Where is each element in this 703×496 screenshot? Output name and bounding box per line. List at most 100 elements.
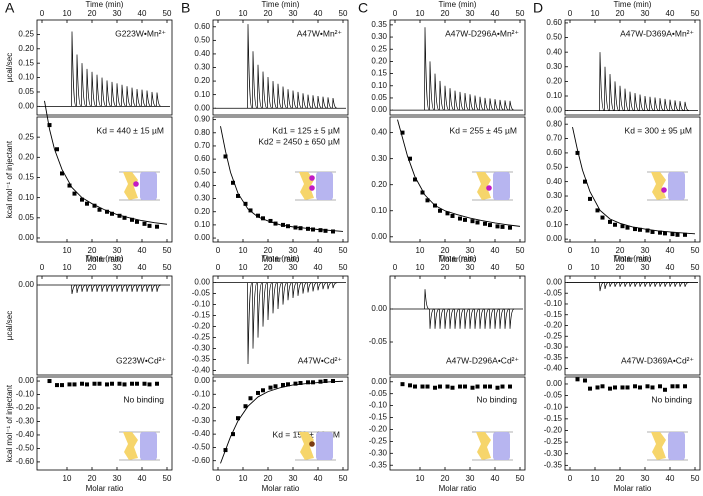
data-point: [500, 384, 505, 389]
injection-peak: [116, 83, 122, 107]
protein-blue: [493, 172, 510, 200]
data-point: [311, 227, 315, 232]
data-point: [306, 380, 310, 385]
x-tick-label: 50: [691, 246, 700, 255]
injection-peak: [479, 96, 485, 111]
data-point: [122, 215, 127, 220]
data-point: [595, 385, 600, 390]
injection-peak: [644, 95, 650, 111]
protein-blue: [668, 432, 685, 460]
data-point: [483, 221, 487, 226]
protein-yellow: [476, 172, 491, 200]
plot-frame: [564, 376, 701, 471]
data-point: [450, 213, 455, 218]
y-tick-label: 0.00: [546, 278, 562, 287]
x-tick-label: 20: [616, 9, 625, 18]
data-point: [588, 386, 592, 391]
x-tick-label: 10: [416, 474, 425, 483]
data-point: [117, 213, 122, 218]
injection-peak: [494, 308, 500, 329]
data-point: [595, 208, 600, 213]
injection-peak: [272, 282, 278, 314]
y-tick-label: 0.30: [194, 63, 210, 72]
data-point: [463, 384, 467, 389]
y-tick-label: -0.10: [16, 390, 35, 399]
data-point: [268, 385, 273, 390]
data-point: [261, 216, 265, 221]
y-tick-label: 0.50: [546, 33, 562, 42]
x-tick-label: 10: [416, 246, 425, 255]
fit-curve: [397, 119, 521, 227]
y-tick-label: 0.50: [194, 35, 210, 44]
data-point: [675, 232, 680, 237]
plot-frame: [36, 19, 173, 116]
data-point: [142, 221, 147, 226]
x-axis-label: Molar ratio: [614, 255, 652, 264]
data-point: [236, 193, 240, 198]
injection-peak: [101, 284, 107, 292]
y-tick-label: 0.60: [194, 154, 210, 163]
data-point: [458, 216, 462, 221]
annotation: Kd1 = 125 ± 5 µM: [273, 125, 340, 135]
x-axis-label: Time (min): [439, 254, 477, 263]
y-tick-label: -0.30: [192, 344, 211, 353]
injection-peak: [504, 308, 510, 329]
y-tick-label: -0.05: [369, 337, 388, 346]
y-tick-label: 0.15: [18, 58, 34, 67]
x-tick-label: 0: [568, 9, 573, 18]
plot-frame: [389, 275, 526, 376]
y-tick-label: 0.10: [18, 73, 34, 82]
injection-peak: [659, 282, 665, 287]
y-tick-label: 0.40: [194, 49, 210, 58]
y-tick-label: -0.25: [192, 333, 211, 342]
injection-peak: [669, 99, 675, 111]
x-tick-label: 20: [88, 246, 97, 255]
injection-peak: [489, 308, 495, 329]
data-point: [261, 388, 265, 393]
injection-peak: [434, 73, 440, 111]
injection-peak: [307, 94, 313, 109]
injection-peak: [509, 308, 515, 329]
x-axis-label: Molar ratio: [439, 255, 477, 264]
injection-peak: [307, 282, 313, 293]
injection-peak: [674, 282, 680, 287]
y-tick-label: 0.05: [371, 93, 387, 102]
injection-peak: [322, 96, 328, 109]
y-tick-label: 0.50: [546, 162, 562, 171]
fit-curve: [44, 100, 168, 225]
x-tick-label: 0: [568, 474, 573, 483]
y-tick-label: -0.10: [544, 299, 563, 308]
data-point: [638, 385, 642, 390]
data-point: [508, 225, 512, 230]
x-axis-label: Time (min): [439, 0, 477, 9]
data-point: [67, 382, 72, 387]
data-point: [645, 228, 650, 233]
y-tick-label: -0.05: [544, 391, 563, 400]
x-tick-label: 20: [264, 246, 273, 255]
panel-title: A47W-D296A•Cd²⁺: [446, 355, 519, 365]
panel-title: G223W•Cd²⁺: [116, 355, 166, 365]
injection-peak: [327, 282, 333, 290]
x-tick-label: 0: [568, 263, 573, 272]
injection-peak: [106, 284, 112, 292]
injection-peak: [489, 98, 495, 111]
x-tick-label: 10: [239, 246, 248, 255]
data-point: [110, 381, 114, 386]
y-tick-label: -0.15: [369, 413, 388, 422]
x-tick-label: 30: [641, 246, 650, 255]
y-tick-label: 0.70: [194, 141, 210, 150]
data-point: [117, 381, 122, 386]
data-point: [318, 379, 323, 384]
x-tick-label: 30: [466, 263, 475, 272]
y-tick-label: -0.60: [192, 456, 211, 465]
data-point: [256, 390, 260, 395]
y-tick-label: 0.05: [18, 87, 34, 96]
data-point: [155, 224, 159, 229]
data-point: [575, 377, 580, 382]
x-tick-label: 10: [63, 246, 72, 255]
y-tick-label: -0.35: [192, 355, 211, 364]
injection-peak: [679, 282, 685, 287]
x-tick-label: 40: [491, 263, 500, 272]
injection-peak: [287, 89, 293, 109]
x-axis-label: Molar ratio: [262, 484, 300, 493]
